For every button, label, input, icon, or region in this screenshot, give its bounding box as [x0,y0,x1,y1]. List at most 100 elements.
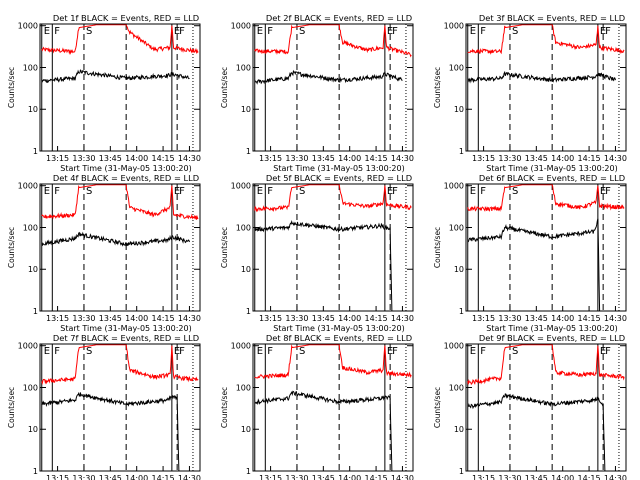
y-tick-label: 100 [23,383,38,392]
y-tick-label: 1 [246,467,251,476]
marker-label: S [299,26,305,37]
x-tick-label: 13:45 [312,314,335,323]
x-tick-label: 13:45 [525,154,548,163]
marker-label: E [257,346,263,357]
plot-frame [465,183,627,312]
x-tick-label: 13:15 [472,474,495,480]
plot-frame [39,23,201,152]
x-tick-label: 14:00 [551,314,574,323]
marker-label: S [299,186,305,197]
x-tick-label: 13:45 [99,474,122,480]
marker-label: S [512,26,518,37]
x-tick-label: 14:00 [338,474,361,480]
series-events [254,219,403,312]
x-tick-label: 13:45 [312,474,335,480]
plot-frame [465,23,627,152]
x-tick-label: 14:00 [338,154,361,163]
x-tick-label: 14:30 [604,314,627,323]
y-tick-label: 100 [23,223,38,232]
marker-label: S [86,346,92,357]
y-tick-label: 1000 [18,22,38,31]
y-tick-label: 100 [236,383,251,392]
series-lld [41,24,199,55]
plot-frame [39,183,201,312]
series-lld [467,24,625,55]
x-tick-label: 14:15 [578,474,601,480]
series-events [254,69,403,85]
panel-title: Det 3f BLACK = Events, RED = LLD [479,13,625,23]
y-tick-label: 100 [449,223,464,232]
series-events [254,390,403,472]
y-axis-label: Counts/sec [220,387,229,428]
x-axis-label: Start Time (31-May-05 13:00:20) [60,324,191,333]
marker-label: F [392,26,398,37]
marker-label: E [257,186,263,197]
marker-label: F [605,346,611,357]
y-tick-label: 1000 [231,182,251,191]
marker-label: E [174,186,180,197]
y-tick-label: 10 [454,265,464,274]
marker-label: F [605,26,611,37]
x-tick-label: 14:15 [365,154,388,163]
x-tick-label: 14:15 [578,314,601,323]
marker-label: E [44,26,50,37]
x-axis-label: Start Time (31-May-05 13:00:20) [273,164,404,173]
x-tick-label: 13:30 [72,314,95,323]
y-axis-label: Counts/sec [7,67,16,108]
x-tick-label: 13:45 [99,154,122,163]
x-tick-label: 14:00 [125,474,148,480]
x-tick-label: 13:30 [498,474,521,480]
panel-title: Det 4f BLACK = Events, RED = LLD [53,173,199,183]
plot-frame [252,183,414,312]
x-tick-label: 14:00 [338,314,361,323]
x-tick-label: 14:30 [604,474,627,480]
x-tick-label: 14:00 [125,154,148,163]
marker-label: F [54,26,60,37]
y-tick-label: 1 [459,467,464,476]
marker-label: S [299,346,305,357]
marker-label: F [480,186,486,197]
y-tick-label: 1 [33,467,38,476]
marker-label: S [86,26,92,37]
marker-label: E [600,346,606,357]
x-tick-label: 13:45 [525,314,548,323]
panel-title: Det 9f BLACK = Events, RED = LLD [479,333,625,343]
marker-label: E [387,346,393,357]
plot-frame [39,343,201,472]
x-tick-label: 13:30 [498,154,521,163]
y-tick-label: 1000 [444,342,464,351]
marker-label: F [480,26,486,37]
y-tick-label: 100 [449,63,464,72]
x-tick-label: 13:15 [259,474,282,480]
x-tick-label: 13:30 [72,154,95,163]
y-tick-label: 1000 [444,22,464,31]
x-tick-label: 13:15 [259,314,282,323]
y-axis-label: Counts/sec [433,387,442,428]
marker-label: S [512,186,518,197]
y-tick-label: 1 [459,307,464,316]
x-tick-label: 13:15 [472,154,495,163]
marker-label: F [54,186,60,197]
panel-title: Det 7f BLACK = Events, RED = LLD [53,333,199,343]
series-events [467,70,616,84]
x-tick-label: 13:30 [285,154,308,163]
marker-label: F [392,346,398,357]
y-tick-label: 1 [246,147,251,156]
series-lld [467,344,625,385]
x-tick-label: 13:30 [72,474,95,480]
x-tick-label: 13:45 [312,154,335,163]
marker-label: E [600,26,606,37]
y-tick-label: 10 [454,425,464,434]
marker-label: F [267,26,273,37]
x-tick-label: 13:15 [472,314,495,323]
y-tick-label: 1 [33,147,38,156]
y-tick-label: 1 [33,307,38,316]
y-axis-label: Counts/sec [7,227,16,268]
